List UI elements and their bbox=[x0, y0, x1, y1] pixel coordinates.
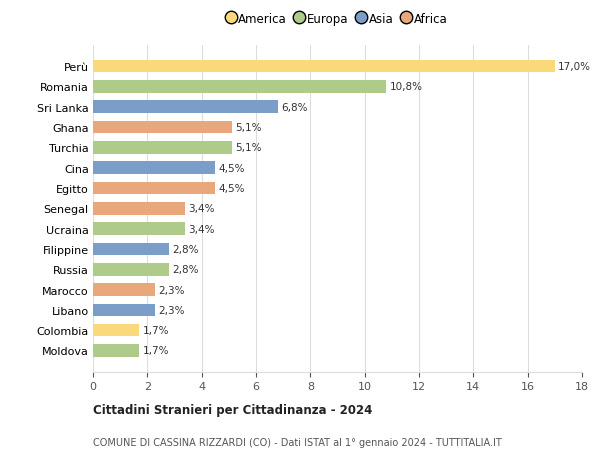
Bar bbox=[93, 162, 215, 174]
Bar bbox=[93, 122, 232, 134]
Text: 1,7%: 1,7% bbox=[142, 346, 169, 356]
Text: 17,0%: 17,0% bbox=[558, 62, 591, 72]
Bar bbox=[93, 243, 169, 256]
Bar bbox=[93, 223, 185, 235]
Text: 5,1%: 5,1% bbox=[235, 143, 262, 153]
Text: 2,8%: 2,8% bbox=[172, 265, 199, 274]
Text: Cittadini Stranieri per Cittadinanza - 2024: Cittadini Stranieri per Cittadinanza - 2… bbox=[93, 403, 373, 416]
Text: 1,7%: 1,7% bbox=[142, 325, 169, 336]
Bar bbox=[93, 284, 155, 296]
Bar bbox=[93, 142, 232, 154]
Text: 2,3%: 2,3% bbox=[159, 285, 185, 295]
Text: 4,5%: 4,5% bbox=[218, 184, 245, 194]
Text: 6,8%: 6,8% bbox=[281, 102, 307, 112]
Bar bbox=[93, 263, 169, 276]
Text: COMUNE DI CASSINA RIZZARDI (CO) - Dati ISTAT al 1° gennaio 2024 - TUTTITALIA.IT: COMUNE DI CASSINA RIZZARDI (CO) - Dati I… bbox=[93, 437, 502, 447]
Bar bbox=[93, 304, 155, 316]
Bar bbox=[93, 202, 185, 215]
Text: 10,8%: 10,8% bbox=[389, 82, 422, 92]
Bar bbox=[93, 324, 139, 337]
Text: 5,1%: 5,1% bbox=[235, 123, 262, 133]
Text: 2,8%: 2,8% bbox=[172, 244, 199, 254]
Bar bbox=[93, 344, 139, 357]
Text: 2,3%: 2,3% bbox=[159, 305, 185, 315]
Bar bbox=[93, 182, 215, 195]
Legend: America, Europa, Asia, Africa: America, Europa, Asia, Africa bbox=[224, 10, 451, 29]
Bar bbox=[93, 101, 278, 114]
Text: 4,5%: 4,5% bbox=[218, 163, 245, 174]
Text: 3,4%: 3,4% bbox=[188, 204, 215, 214]
Text: 3,4%: 3,4% bbox=[188, 224, 215, 234]
Bar bbox=[93, 61, 555, 73]
Bar bbox=[93, 81, 386, 94]
